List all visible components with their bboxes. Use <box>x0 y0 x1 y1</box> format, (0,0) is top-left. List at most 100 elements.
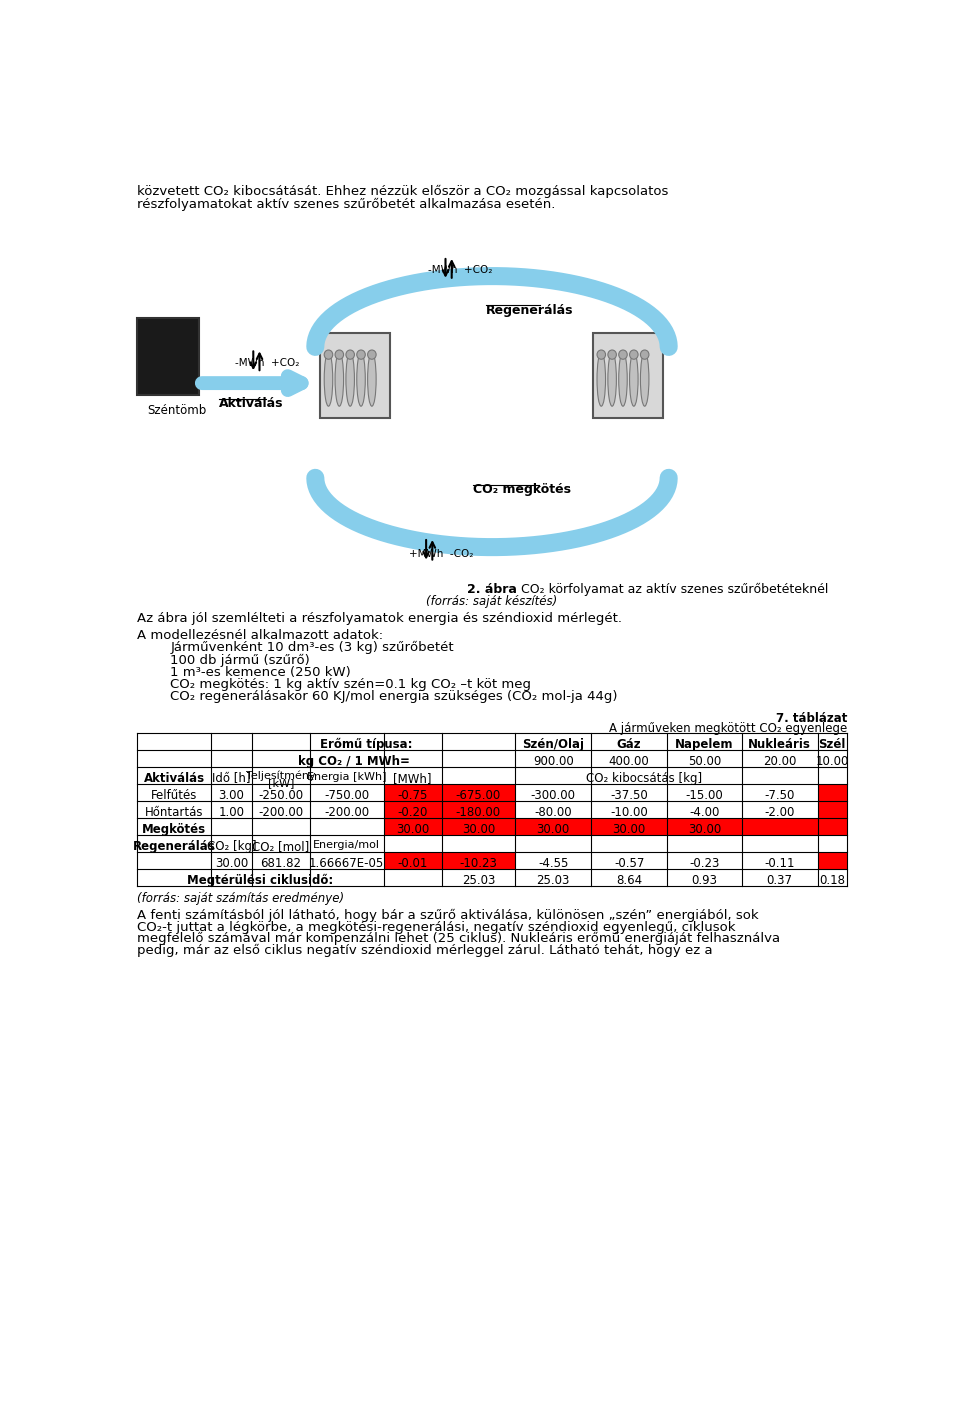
Text: Megkötés: Megkötés <box>142 823 206 835</box>
Text: 25.03: 25.03 <box>462 874 495 887</box>
Text: Felfűtés: Felfűtés <box>151 788 198 803</box>
Ellipse shape <box>324 353 333 406</box>
Text: -0.57: -0.57 <box>614 857 644 870</box>
Text: 20.00: 20.00 <box>763 755 796 768</box>
Ellipse shape <box>346 353 354 406</box>
Text: CO₂ körfolyamat az aktív szenes szűrőbetéteknél: CO₂ körfolyamat az aktív szenes szűrőbet… <box>516 583 828 597</box>
Ellipse shape <box>346 350 354 360</box>
Text: 30.00: 30.00 <box>462 823 495 835</box>
Text: -0.20: -0.20 <box>397 805 428 818</box>
Ellipse shape <box>368 350 376 360</box>
Bar <box>667 818 741 835</box>
Text: Szén/Olaj: Szén/Olaj <box>522 738 585 751</box>
Text: 10.00: 10.00 <box>816 755 849 768</box>
Text: közvetett CO₂ kibocsátását. Ehhez nézzük először a CO₂ mozgással kapcsolatos: közvetett CO₂ kibocsátását. Ehhez nézzük… <box>137 186 668 198</box>
Text: 900.00: 900.00 <box>533 755 574 768</box>
Text: CO₂ megkötés: 1 kg aktív szén=0.1 kg CO₂ –t köt meg: CO₂ megkötés: 1 kg aktív szén=0.1 kg CO₂… <box>170 678 532 691</box>
Text: Aktiválás: Aktiválás <box>144 773 204 785</box>
Text: 8.64: 8.64 <box>616 874 642 887</box>
Text: CO₂ kibocsátás [kg]: CO₂ kibocsátás [kg] <box>587 773 703 785</box>
Text: -675.00: -675.00 <box>456 788 501 803</box>
Text: 25.03: 25.03 <box>537 874 570 887</box>
Text: CO₂ regenerálásakor 60 KJ/mol energia szükséges (CO₂ mol-ja 44g): CO₂ regenerálásakor 60 KJ/mol energia sz… <box>170 690 618 704</box>
Text: 3.00: 3.00 <box>219 788 245 803</box>
Text: CO₂ [mol]: CO₂ [mol] <box>252 840 309 853</box>
Text: -4.00: -4.00 <box>689 805 720 818</box>
Ellipse shape <box>618 350 627 360</box>
Text: 1 m³-es kemence (250 kW): 1 m³-es kemence (250 kW) <box>170 665 351 678</box>
Text: Szél: Szél <box>819 738 846 751</box>
Text: (forrás: saját készítés): (forrás: saját készítés) <box>426 595 558 608</box>
Bar <box>592 333 662 418</box>
Bar <box>591 818 667 835</box>
Text: A járműveken megkötött CO₂ egyenlege: A járműveken megkötött CO₂ egyenlege <box>609 723 847 735</box>
Ellipse shape <box>597 353 606 406</box>
Text: pedig, már az első ciklus negatív széndioxid mérleggel zárul. Látható tehát, hog: pedig, már az első ciklus negatív széndi… <box>137 944 712 957</box>
Text: 30.00: 30.00 <box>215 857 249 870</box>
Ellipse shape <box>608 353 616 406</box>
Text: +MWh  -CO₂: +MWh -CO₂ <box>409 548 473 558</box>
Text: 2. ábra: 2. ábra <box>468 583 516 597</box>
Text: Energia [kWh]: Energia [kWh] <box>307 773 387 783</box>
Text: -MWh  +CO₂: -MWh +CO₂ <box>234 358 300 368</box>
Text: -37.50: -37.50 <box>611 788 648 803</box>
Text: Széntömb: Széntömb <box>147 404 206 417</box>
Text: CO₂ megkötés: CO₂ megkötés <box>472 483 570 496</box>
Bar <box>383 818 442 835</box>
Bar <box>818 801 847 818</box>
Text: Hőntartás: Hőntartás <box>145 805 204 818</box>
Ellipse shape <box>630 350 638 360</box>
Text: -180.00: -180.00 <box>456 805 501 818</box>
Text: kg CO₂ / 1 MWh=: kg CO₂ / 1 MWh= <box>298 755 410 768</box>
Text: megfelelő számával már kompenzálni lehet (25 ciklus). Nukleáris erőmű energiáját: megfelelő számával már kompenzálni lehet… <box>137 932 780 945</box>
Text: 1.66667E-05: 1.66667E-05 <box>309 857 384 870</box>
Bar <box>741 818 818 835</box>
Ellipse shape <box>368 353 376 406</box>
Bar <box>383 801 442 818</box>
Text: 30.00: 30.00 <box>687 823 721 835</box>
Text: Aktiválás: Aktiválás <box>219 397 284 410</box>
Text: -2.00: -2.00 <box>764 805 795 818</box>
Text: 400.00: 400.00 <box>609 755 650 768</box>
Bar <box>818 818 847 835</box>
Text: -MWh  +CO₂: -MWh +CO₂ <box>428 266 492 276</box>
Ellipse shape <box>597 350 606 360</box>
Text: [kW]: [kW] <box>268 778 294 788</box>
Ellipse shape <box>608 350 616 360</box>
Text: Energia/mol: Energia/mol <box>313 840 380 850</box>
Ellipse shape <box>335 353 344 406</box>
Text: -200.00: -200.00 <box>324 805 370 818</box>
Text: 681.82: 681.82 <box>260 857 301 870</box>
Bar <box>442 801 516 818</box>
Ellipse shape <box>640 350 649 360</box>
Text: -0.01: -0.01 <box>397 857 428 870</box>
Text: 1.00: 1.00 <box>219 805 245 818</box>
Text: Az ábra jól szemlélteti a részfolyamatok energia és széndioxid mérlegét.: Az ábra jól szemlélteti a részfolyamatok… <box>137 611 622 625</box>
Bar <box>818 853 847 870</box>
Ellipse shape <box>324 350 333 360</box>
Text: 50.00: 50.00 <box>687 755 721 768</box>
Text: Megtérülési ciklusidő:: Megtérülési ciklusidő: <box>187 874 333 887</box>
Ellipse shape <box>618 353 627 406</box>
Text: Járművenként 10 dm³-es (3 kg) szűrőbetét: Járművenként 10 dm³-es (3 kg) szűrőbetét <box>170 641 454 654</box>
Text: -15.00: -15.00 <box>685 788 723 803</box>
Bar <box>442 853 516 870</box>
Text: Erőmű típusa:: Erőmű típusa: <box>321 738 413 751</box>
Text: 0.18: 0.18 <box>819 874 845 887</box>
Text: -0.23: -0.23 <box>689 857 720 870</box>
Text: -250.00: -250.00 <box>258 788 303 803</box>
Ellipse shape <box>357 350 366 360</box>
Text: [MWh]: [MWh] <box>394 773 432 785</box>
Text: (forrás: saját számítás eredménye): (forrás: saját számítás eredménye) <box>137 892 345 905</box>
Text: A modellezésnél alkalmazott adatok:: A modellezésnél alkalmazott adatok: <box>137 628 383 641</box>
Text: -7.50: -7.50 <box>764 788 795 803</box>
Bar <box>442 818 516 835</box>
Ellipse shape <box>357 353 366 406</box>
Bar <box>383 784 442 801</box>
Text: részfolyamatokat aktív szenes szűrőbetét alkalmazása esetén.: részfolyamatokat aktív szenes szűrőbetét… <box>137 197 556 211</box>
Text: -0.75: -0.75 <box>397 788 428 803</box>
Bar <box>516 818 591 835</box>
Ellipse shape <box>335 350 344 360</box>
Text: -300.00: -300.00 <box>531 788 576 803</box>
Text: 30.00: 30.00 <box>612 823 646 835</box>
